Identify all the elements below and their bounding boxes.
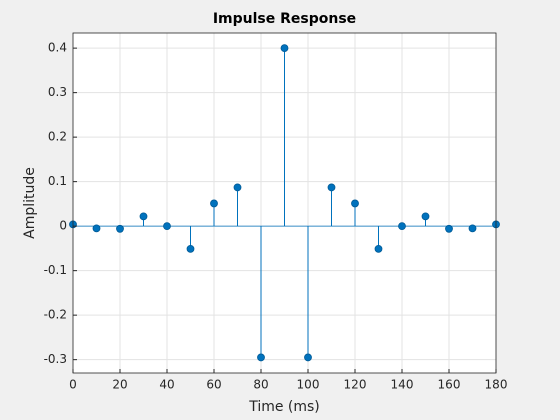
stem-marker (280, 44, 289, 53)
y-tick-label: 0.3 (48, 85, 67, 99)
axes-box (72, 32, 497, 374)
x-tick-label: 160 (438, 378, 461, 392)
stem-marker (327, 183, 336, 192)
x-tick-label: 120 (344, 378, 367, 392)
x-tick-label: 80 (253, 378, 268, 392)
x-tick-label: 180 (485, 378, 508, 392)
x-tick-label: 0 (69, 378, 77, 392)
stem-marker (186, 244, 195, 253)
x-tick-label: 100 (297, 378, 320, 392)
y-tick-label: -0.1 (44, 263, 67, 277)
stem-marker (92, 224, 101, 233)
y-tick-label: 0.4 (48, 41, 67, 55)
stem-marker (468, 224, 477, 233)
y-tick-label: 0 (59, 219, 67, 233)
x-tick-label: 20 (112, 378, 127, 392)
stem-marker (398, 222, 406, 231)
stem-marker (163, 222, 171, 231)
stem-marker (116, 224, 124, 233)
y-tick-label: -0.3 (44, 352, 67, 366)
chart-title: Impulse Response (213, 11, 356, 27)
stem-marker (445, 224, 453, 233)
stem-marker (233, 183, 242, 192)
y-axis-label: Amplitude (22, 167, 38, 239)
y-tick-label: 0.1 (48, 174, 67, 188)
y-tick-label: 0.2 (48, 130, 67, 144)
x-axis-label: Time (ms) (248, 399, 320, 415)
stem-marker (304, 353, 312, 362)
stem-marker (139, 212, 148, 221)
x-tick-label: 40 (159, 378, 174, 392)
x-tick-label: 140 (391, 378, 414, 392)
y-tick-label: -0.2 (44, 308, 67, 322)
stem-marker (374, 244, 383, 253)
stem-marker (421, 212, 430, 221)
stem-marker (210, 199, 218, 208)
stem-marker (351, 199, 359, 208)
stem-marker (257, 353, 265, 362)
x-tick-label: 60 (206, 378, 221, 392)
